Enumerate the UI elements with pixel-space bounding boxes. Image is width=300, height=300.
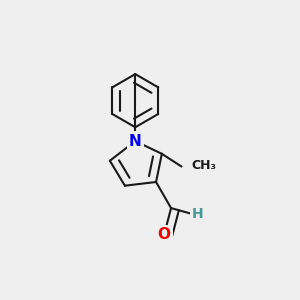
Text: CH₃: CH₃ — [192, 159, 217, 172]
Text: N: N — [129, 134, 142, 148]
Text: H: H — [192, 207, 203, 221]
Text: O: O — [158, 227, 171, 242]
